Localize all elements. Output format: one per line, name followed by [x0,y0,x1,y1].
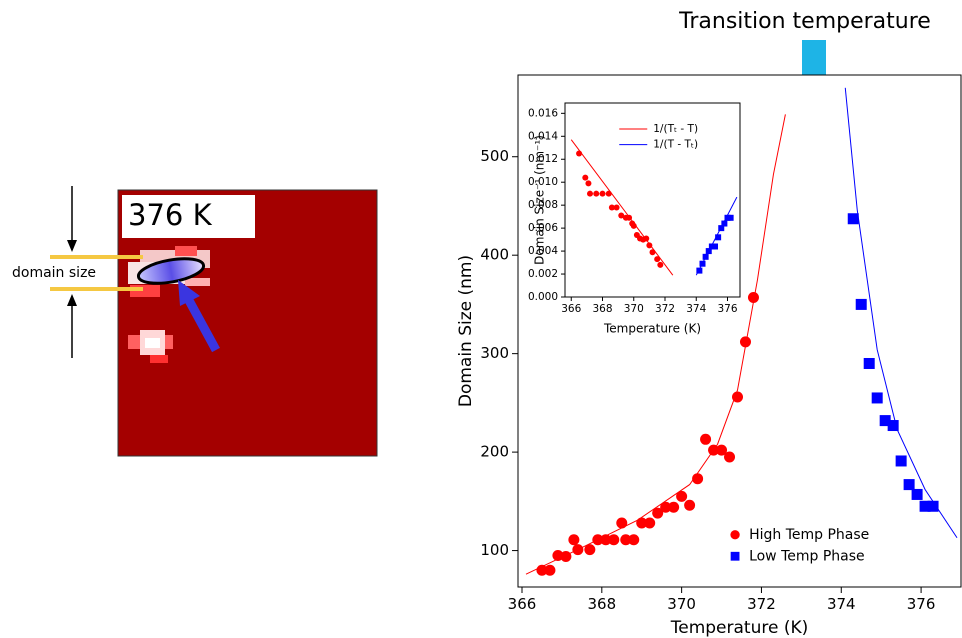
charts: 366 368 370 372 374 376 100 200 300 400 500 Tempera… [456,75,961,638]
point [616,518,627,529]
point [643,235,649,241]
x-tick-label: 376 [717,303,737,315]
point [864,358,875,369]
point [712,243,718,249]
point [715,234,721,240]
point [668,502,679,513]
point [700,261,706,267]
point [700,434,711,445]
legend-marker [730,530,739,539]
x-tick-label: 372 [655,303,675,315]
x-tick-label: 374 [827,595,856,613]
point [872,392,883,403]
point [585,180,591,186]
x-axis-title: Temperature (K) [603,322,701,336]
point [614,204,620,210]
point [560,551,571,562]
point [856,299,867,310]
legend-marker [731,552,740,561]
point [721,221,727,227]
point [684,500,695,511]
temperature-label: 376 K [128,198,213,232]
x-tick-label: 368 [592,303,612,315]
point [608,534,619,545]
arrow-head [67,240,77,252]
point [628,534,639,545]
x-tick-label: 368 [587,595,616,613]
x-tick-label: 374 [686,303,706,315]
point [848,213,859,224]
annotation: Transition temperature [678,9,931,34]
point [703,254,709,260]
x-tick-label: 366 [561,303,581,315]
point [631,223,637,229]
legend-label: 1/(T - Tₜ) [653,139,698,151]
point [904,479,915,490]
legend-label: Low Temp Phase [749,548,865,564]
y-axis-title: Domain Size (nm) [456,255,476,407]
point [600,191,606,197]
point [912,489,923,500]
point [568,534,579,545]
x-tick-label: 372 [747,595,776,613]
point [740,336,751,347]
y-tick-label: 100 [480,541,509,559]
point [576,151,582,157]
point [748,292,759,303]
point [587,191,593,197]
point [732,391,743,402]
point [644,518,655,529]
point [584,544,595,555]
x-axis-title: Temperature (K) [670,618,809,638]
y-tick-label: 0.016 [528,107,558,119]
point [646,242,652,248]
point [724,452,735,463]
x-tick-label: 370 [667,595,696,613]
point [626,215,632,221]
y-tick-label: 0.002 [528,268,558,280]
point [593,191,599,197]
y-tick-label: 0.000 [528,291,558,303]
point [606,191,612,197]
point [692,473,703,484]
figure: 376 K domain size Transition temperature… [0,0,962,638]
point [582,175,588,181]
point [888,420,899,431]
y-tick-label: 300 [480,344,509,362]
x-tick-label: 370 [624,303,644,315]
y-axis-title: Domain Size⁻¹ (nm⁻¹) [533,135,547,265]
point [544,565,555,576]
point [896,455,907,466]
y-tick-label: 200 [480,443,509,461]
domain-size-label: domain size [12,265,96,281]
point [676,491,687,502]
x-tick-label: 366 [508,595,537,613]
point [654,256,660,262]
point [650,249,656,255]
legend-label: High Temp Phase [749,527,869,543]
point [657,262,663,268]
image-panel: 376 K domain size [12,186,377,456]
y-tick-label: 400 [480,246,509,264]
y-tick-label: 500 [480,147,509,165]
x-tick-label: 376 [907,595,936,613]
point [928,501,939,512]
point [572,544,583,555]
point [696,268,702,274]
arrow-head [67,294,77,306]
legend-label: 1/(Tₜ - T) [653,123,698,135]
point [728,215,734,221]
